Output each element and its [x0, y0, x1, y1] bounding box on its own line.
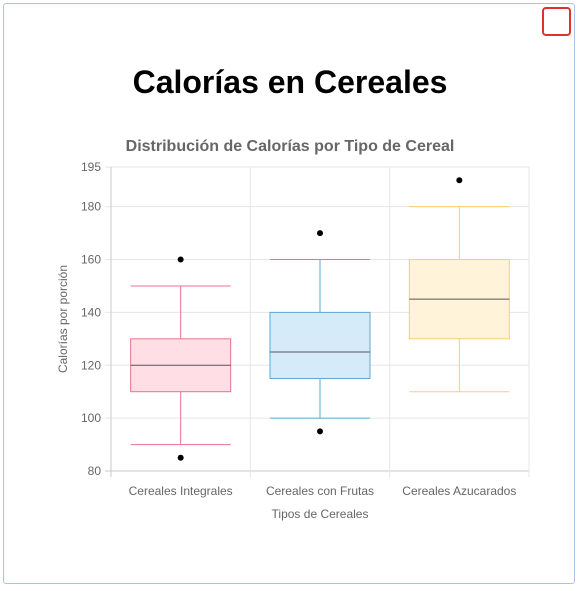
iqr-box [269, 311, 371, 379]
y-tick-label: 160 [81, 253, 101, 267]
y-tick-label: 80 [88, 464, 102, 478]
axis-layer: 80 100 120 140 160 180 195 Cereales Integrales C… [81, 160, 516, 498]
y-tick-label: 140 [81, 305, 101, 319]
x-axis-label: Tipos de Cereales [272, 507, 369, 521]
corner-checkbox[interactable] [542, 7, 571, 36]
y-tick-label: 195 [81, 160, 101, 174]
x-tick-label: Cereales Azucarados [402, 484, 516, 498]
box-layer [130, 177, 510, 461]
x-tick-label: Cereales con Frutas [266, 484, 374, 498]
box-group [408, 177, 510, 393]
outlier-point [177, 454, 184, 461]
y-tick-label: 100 [81, 411, 101, 425]
outlier-point [317, 428, 323, 435]
outlier-point [177, 256, 184, 263]
y-axis-label: Calorías por porción [56, 265, 70, 373]
page-title: Calorías en Cereales [132, 64, 448, 100]
box-group [130, 256, 232, 461]
y-tick-label: 120 [81, 358, 101, 372]
outlier-point [317, 230, 323, 237]
x-tick-label: Cereales Integrales [129, 484, 233, 498]
y-tick-label: 180 [81, 200, 101, 214]
box-group [269, 230, 371, 435]
outlier-point [456, 177, 463, 184]
chart-title: Distribución de Calorías por Tipo de Cer… [126, 138, 455, 155]
